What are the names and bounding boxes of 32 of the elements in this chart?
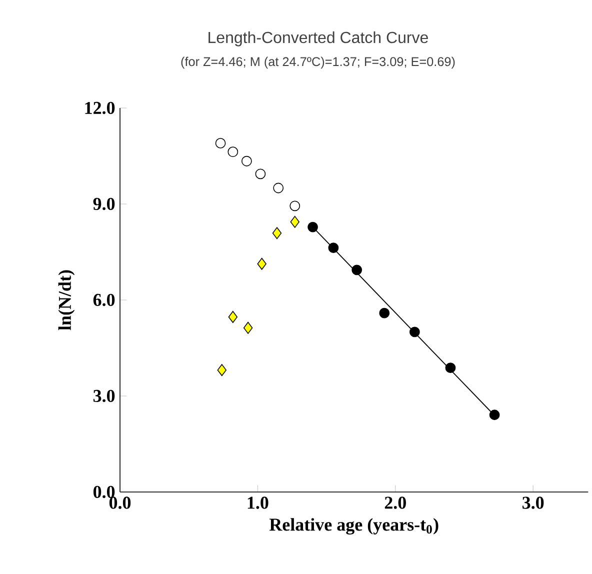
point bbox=[308, 222, 318, 232]
point bbox=[409, 326, 420, 338]
chart-title: Length-Converted Catch Curve bbox=[208, 31, 428, 46]
x-tick-label: 2.0 bbox=[384, 496, 406, 509]
point bbox=[273, 182, 284, 194]
point bbox=[290, 200, 300, 212]
point bbox=[217, 364, 226, 376]
point bbox=[243, 322, 253, 334]
point bbox=[228, 146, 238, 158]
y-axis-title: ln(N/dt) bbox=[58, 270, 75, 330]
point bbox=[255, 168, 266, 180]
y-tick-label: 3.0 bbox=[93, 390, 115, 402]
x-tick-label: 3.0 bbox=[522, 496, 544, 509]
point bbox=[241, 156, 252, 166]
point bbox=[445, 362, 456, 374]
y-tick-label: 9.0 bbox=[93, 198, 115, 210]
x-axis-title: Relative age (years-t$_{0}$) bbox=[269, 518, 438, 535]
point bbox=[257, 258, 266, 270]
point bbox=[328, 242, 339, 254]
x-tick-label: 1.0 bbox=[248, 496, 268, 509]
point bbox=[352, 264, 362, 276]
y-tick-label: 12.0 bbox=[85, 102, 115, 114]
point bbox=[290, 216, 300, 228]
point bbox=[379, 308, 390, 318]
y-tick-label: 6.0 bbox=[93, 294, 115, 306]
point bbox=[215, 138, 226, 148]
point bbox=[228, 310, 238, 323]
y-tick-label: 0.0 bbox=[93, 486, 115, 498]
x-tick-label: 0.0 bbox=[109, 496, 131, 509]
chart-subtitle: (for Z=4.46; M (at 24.7ºC)=1.37; F=3.09; E=0.69) bbox=[181, 56, 455, 69]
point bbox=[272, 227, 282, 240]
point bbox=[489, 410, 500, 420]
